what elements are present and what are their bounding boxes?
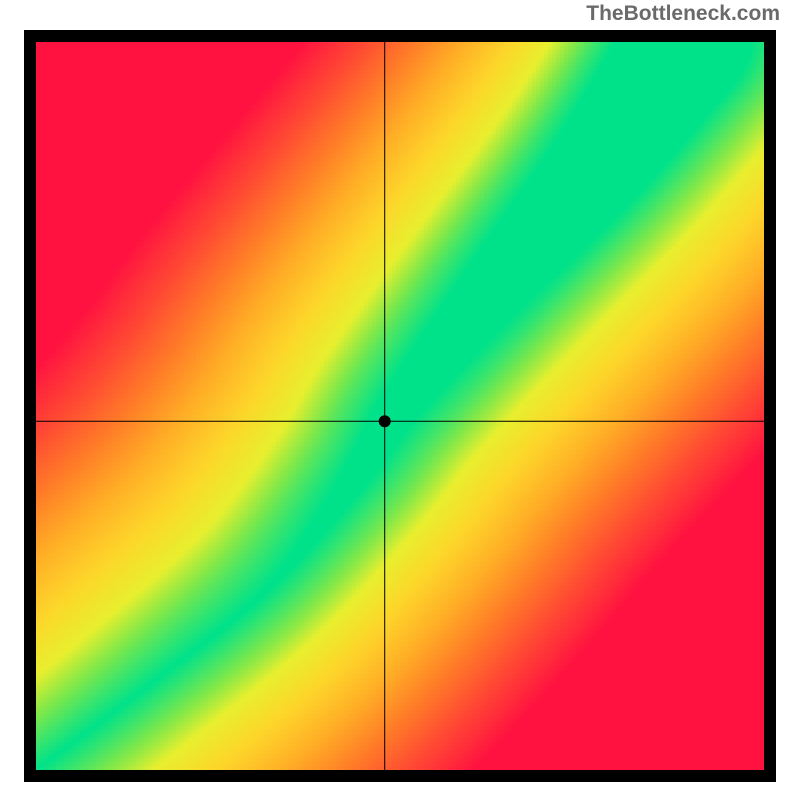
watermark-text: TheBottleneck.com: [586, 2, 780, 26]
heatmap-canvas: [36, 42, 764, 770]
app-root: TheBottleneck.com: [0, 0, 800, 800]
plot-frame: [24, 30, 776, 782]
